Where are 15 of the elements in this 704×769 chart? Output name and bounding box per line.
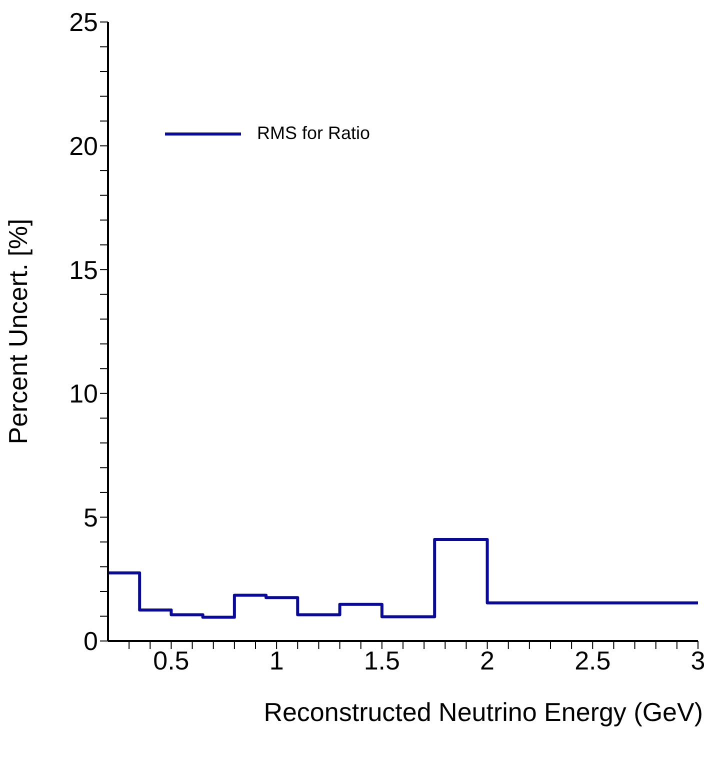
y-tick-label: 10 [69, 378, 98, 409]
x-tick-label: 3 [690, 645, 704, 676]
y-tick-label: 25 [69, 7, 98, 38]
x-axis-title: Reconstructed Neutrino Energy (GeV) [264, 697, 703, 727]
y-tick-label: 0 [84, 626, 98, 656]
y-tick-label: 5 [84, 502, 98, 532]
y-tick-label: 20 [69, 131, 98, 162]
y-axis-title: Percent Uncert. [%] [3, 218, 34, 444]
x-tick-label: 0.5 [153, 645, 190, 676]
x-tick-label: 2 [480, 645, 495, 676]
x-tick-label: 2.5 [574, 645, 611, 676]
x-tick-label: 1 [269, 645, 284, 676]
legend-label: RMS for Ratio [257, 123, 370, 144]
x-tick-label: 1.5 [364, 645, 400, 676]
y-tick-label: 15 [69, 254, 98, 285]
